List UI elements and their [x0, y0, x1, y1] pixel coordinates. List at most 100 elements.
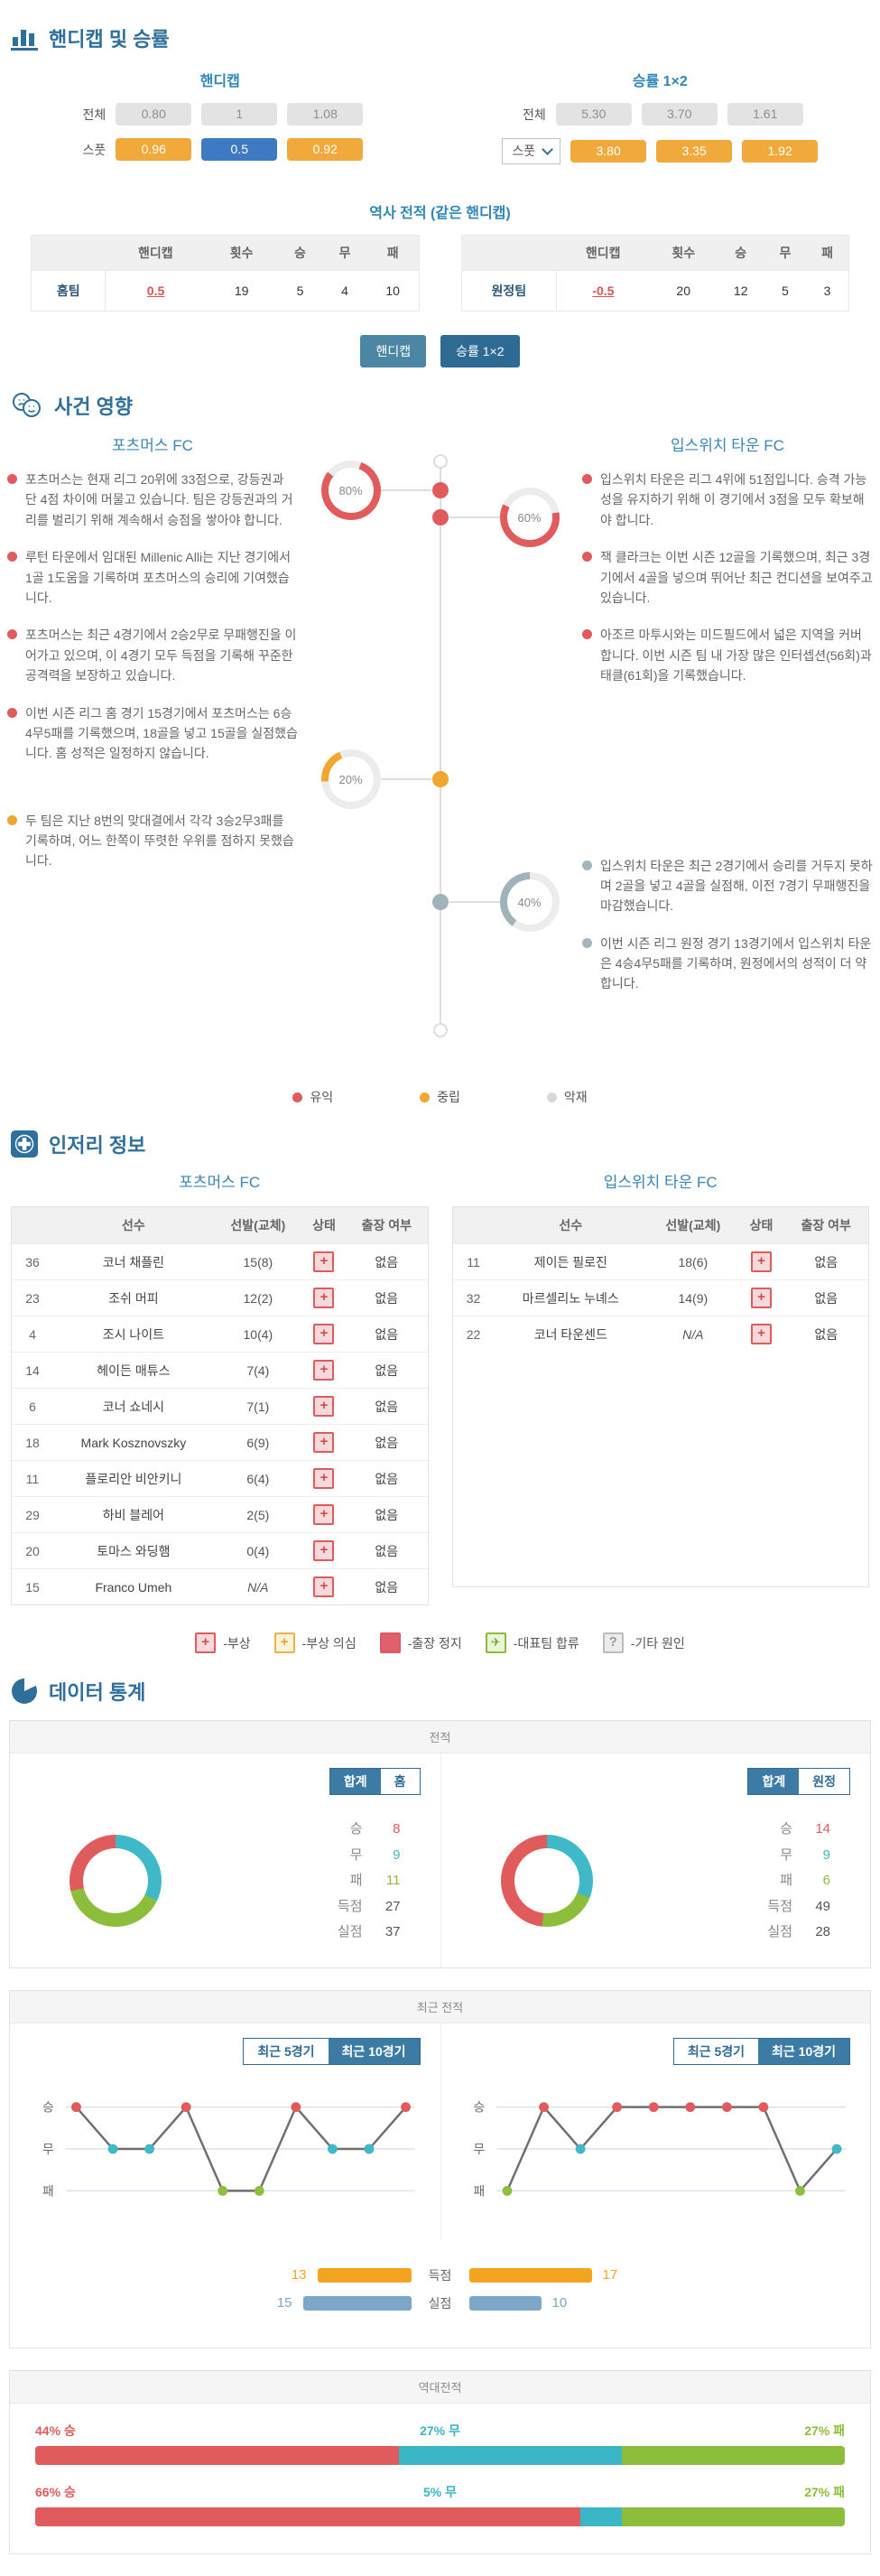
player-name: 토마스 와딩햄	[53, 1533, 214, 1569]
player-status-cell: +	[302, 1461, 346, 1497]
odds-value-pill[interactable]: 0.92	[287, 138, 363, 161]
legend-dot	[547, 1093, 557, 1102]
injury-status-icon: +	[313, 1324, 334, 1344]
recent-panel-header: 최근 전적	[10, 1991, 870, 2023]
odds-value-pill[interactable]: 3.80	[570, 140, 646, 163]
history-stat-cell: 19	[206, 271, 278, 312]
handicap-button[interactable]: 핸디캡	[360, 335, 426, 367]
history-column-header	[32, 236, 106, 271]
away-record-tab[interactable]: 합계	[748, 1769, 799, 1794]
impact-legend-item: 유익	[292, 1088, 333, 1106]
history-team-cell: 홈팀	[32, 271, 106, 312]
away-record-donut-chart	[501, 1835, 593, 1927]
h2h-panel-header: 역대전적	[10, 2371, 870, 2404]
stat-label: 실점	[767, 1920, 792, 1946]
history-column-header: 승	[718, 236, 764, 271]
event-bullet: 이번 시즌 리그 원정 경기 13경기에서 입스위치 타운은 4승4무5패를 기…	[582, 934, 873, 994]
away-team-name: 입스위치 타운 FC	[582, 432, 873, 455]
plus-yellow-icon: +	[274, 1632, 295, 1653]
svg-text:무: 무	[42, 2141, 54, 2155]
player-played: 없음	[346, 1425, 427, 1461]
injury-section-title: 인저리 정보	[11, 1130, 880, 1158]
form-point	[721, 2102, 731, 2112]
player-status-cell: +	[739, 1280, 784, 1316]
injury-status-icon: +	[313, 1432, 334, 1453]
form-point	[218, 2185, 227, 2195]
home-form-tab[interactable]: 최근 5경기	[244, 2039, 328, 2064]
injury-status-icon: +	[313, 1288, 334, 1308]
player-starts: N/A	[647, 1316, 739, 1353]
h2h-label: 44% 승	[35, 2422, 76, 2440]
away-record-tab[interactable]: 원정	[799, 1769, 849, 1794]
injury-status-icon: +	[313, 1468, 334, 1489]
impact-legend-item: 중립	[420, 1088, 460, 1106]
player-status-cell: +	[739, 1244, 784, 1280]
player-name: 코너 타운센드	[495, 1316, 648, 1353]
injury-status-icon: +	[313, 1360, 334, 1381]
odds-value-pill[interactable]: 0.96	[116, 138, 191, 161]
away-form-tab[interactable]: 최근 10경기	[758, 2039, 849, 2064]
winrate-1x2-button[interactable]: 승률 1×2	[440, 335, 519, 367]
odds-value-pill: 1.08	[287, 103, 363, 126]
event-bullet: 이번 시즌 리그 홈 경기 15경기에서 포츠머스는 6승4무5패를 기록했으며…	[7, 703, 298, 764]
odds-value-pill[interactable]: 3.35	[656, 140, 732, 163]
player-number: 14	[12, 1353, 53, 1389]
market-select[interactable]: 스풋	[502, 138, 560, 164]
odds-buttons: 핸디캡 승률 1×2	[0, 335, 880, 367]
injury-legend-item: ?-기타 원인	[603, 1632, 685, 1653]
impact-timeline: 80%60%20%40%	[298, 432, 582, 1065]
bullet-dot	[7, 552, 17, 562]
handicap-value-link[interactable]: -0.5	[592, 284, 614, 298]
impact-gauge: 80%	[321, 460, 381, 520]
player-number: 6	[12, 1389, 53, 1425]
history-column-header: 핸디캡	[557, 236, 650, 271]
bullet-dot	[7, 708, 17, 718]
injury-column-header: 선발(교체)	[214, 1207, 302, 1244]
injury-status-icon: +	[313, 1504, 334, 1525]
home-record-tab[interactable]: 합계	[330, 1769, 381, 1794]
player-name: 코너 쇼네시	[53, 1389, 214, 1425]
player-number: 4	[12, 1316, 53, 1353]
injury-column-header: 선수	[53, 1207, 214, 1244]
stat-value: 27	[381, 1894, 401, 1920]
goal-bar	[318, 2268, 412, 2283]
timeline-node	[432, 771, 449, 787]
injury-legend-label: -부상	[223, 1634, 250, 1652]
record-panel-header: 전적	[10, 1721, 870, 1753]
form-point	[291, 2102, 301, 2112]
player-starts: 7(4)	[214, 1353, 302, 1389]
stat-label: 승	[350, 1817, 363, 1843]
home-record-tab[interactable]: 홈	[381, 1769, 420, 1794]
home-events-column: 포츠머스 FC 포츠머스는 현재 리그 20위에 33점으로, 강등권과 단 4…	[7, 432, 298, 1065]
stat-value: 37	[381, 1920, 401, 1946]
injury-status-icon: +	[751, 1288, 772, 1308]
odds-value-pill[interactable]: 0.5	[201, 138, 277, 161]
player-starts: 6(4)	[214, 1461, 302, 1497]
goal-value: 10	[552, 2295, 568, 2311]
event-impact-title-text: 사건 영향	[54, 391, 133, 420]
stat-label: 패	[350, 1868, 363, 1894]
form-point	[539, 2102, 549, 2112]
timeline-node	[432, 894, 449, 910]
handicap-value-link[interactable]: 0.5	[147, 284, 164, 298]
home-team-name: 포츠머스 FC	[7, 432, 298, 455]
home-form-tab[interactable]: 최근 10경기	[329, 2039, 420, 2064]
history-column-header: 무	[764, 236, 806, 271]
odds-value-pill[interactable]: 1.92	[742, 140, 818, 163]
form-point	[108, 2144, 118, 2153]
player-number: 15	[12, 1569, 53, 1605]
player-starts: 10(4)	[214, 1316, 302, 1353]
h2h-label: 27% 무	[420, 2422, 460, 2440]
away-form-tab[interactable]: 최근 5경기	[674, 2039, 758, 2064]
player-starts: 2(5)	[214, 1497, 302, 1533]
